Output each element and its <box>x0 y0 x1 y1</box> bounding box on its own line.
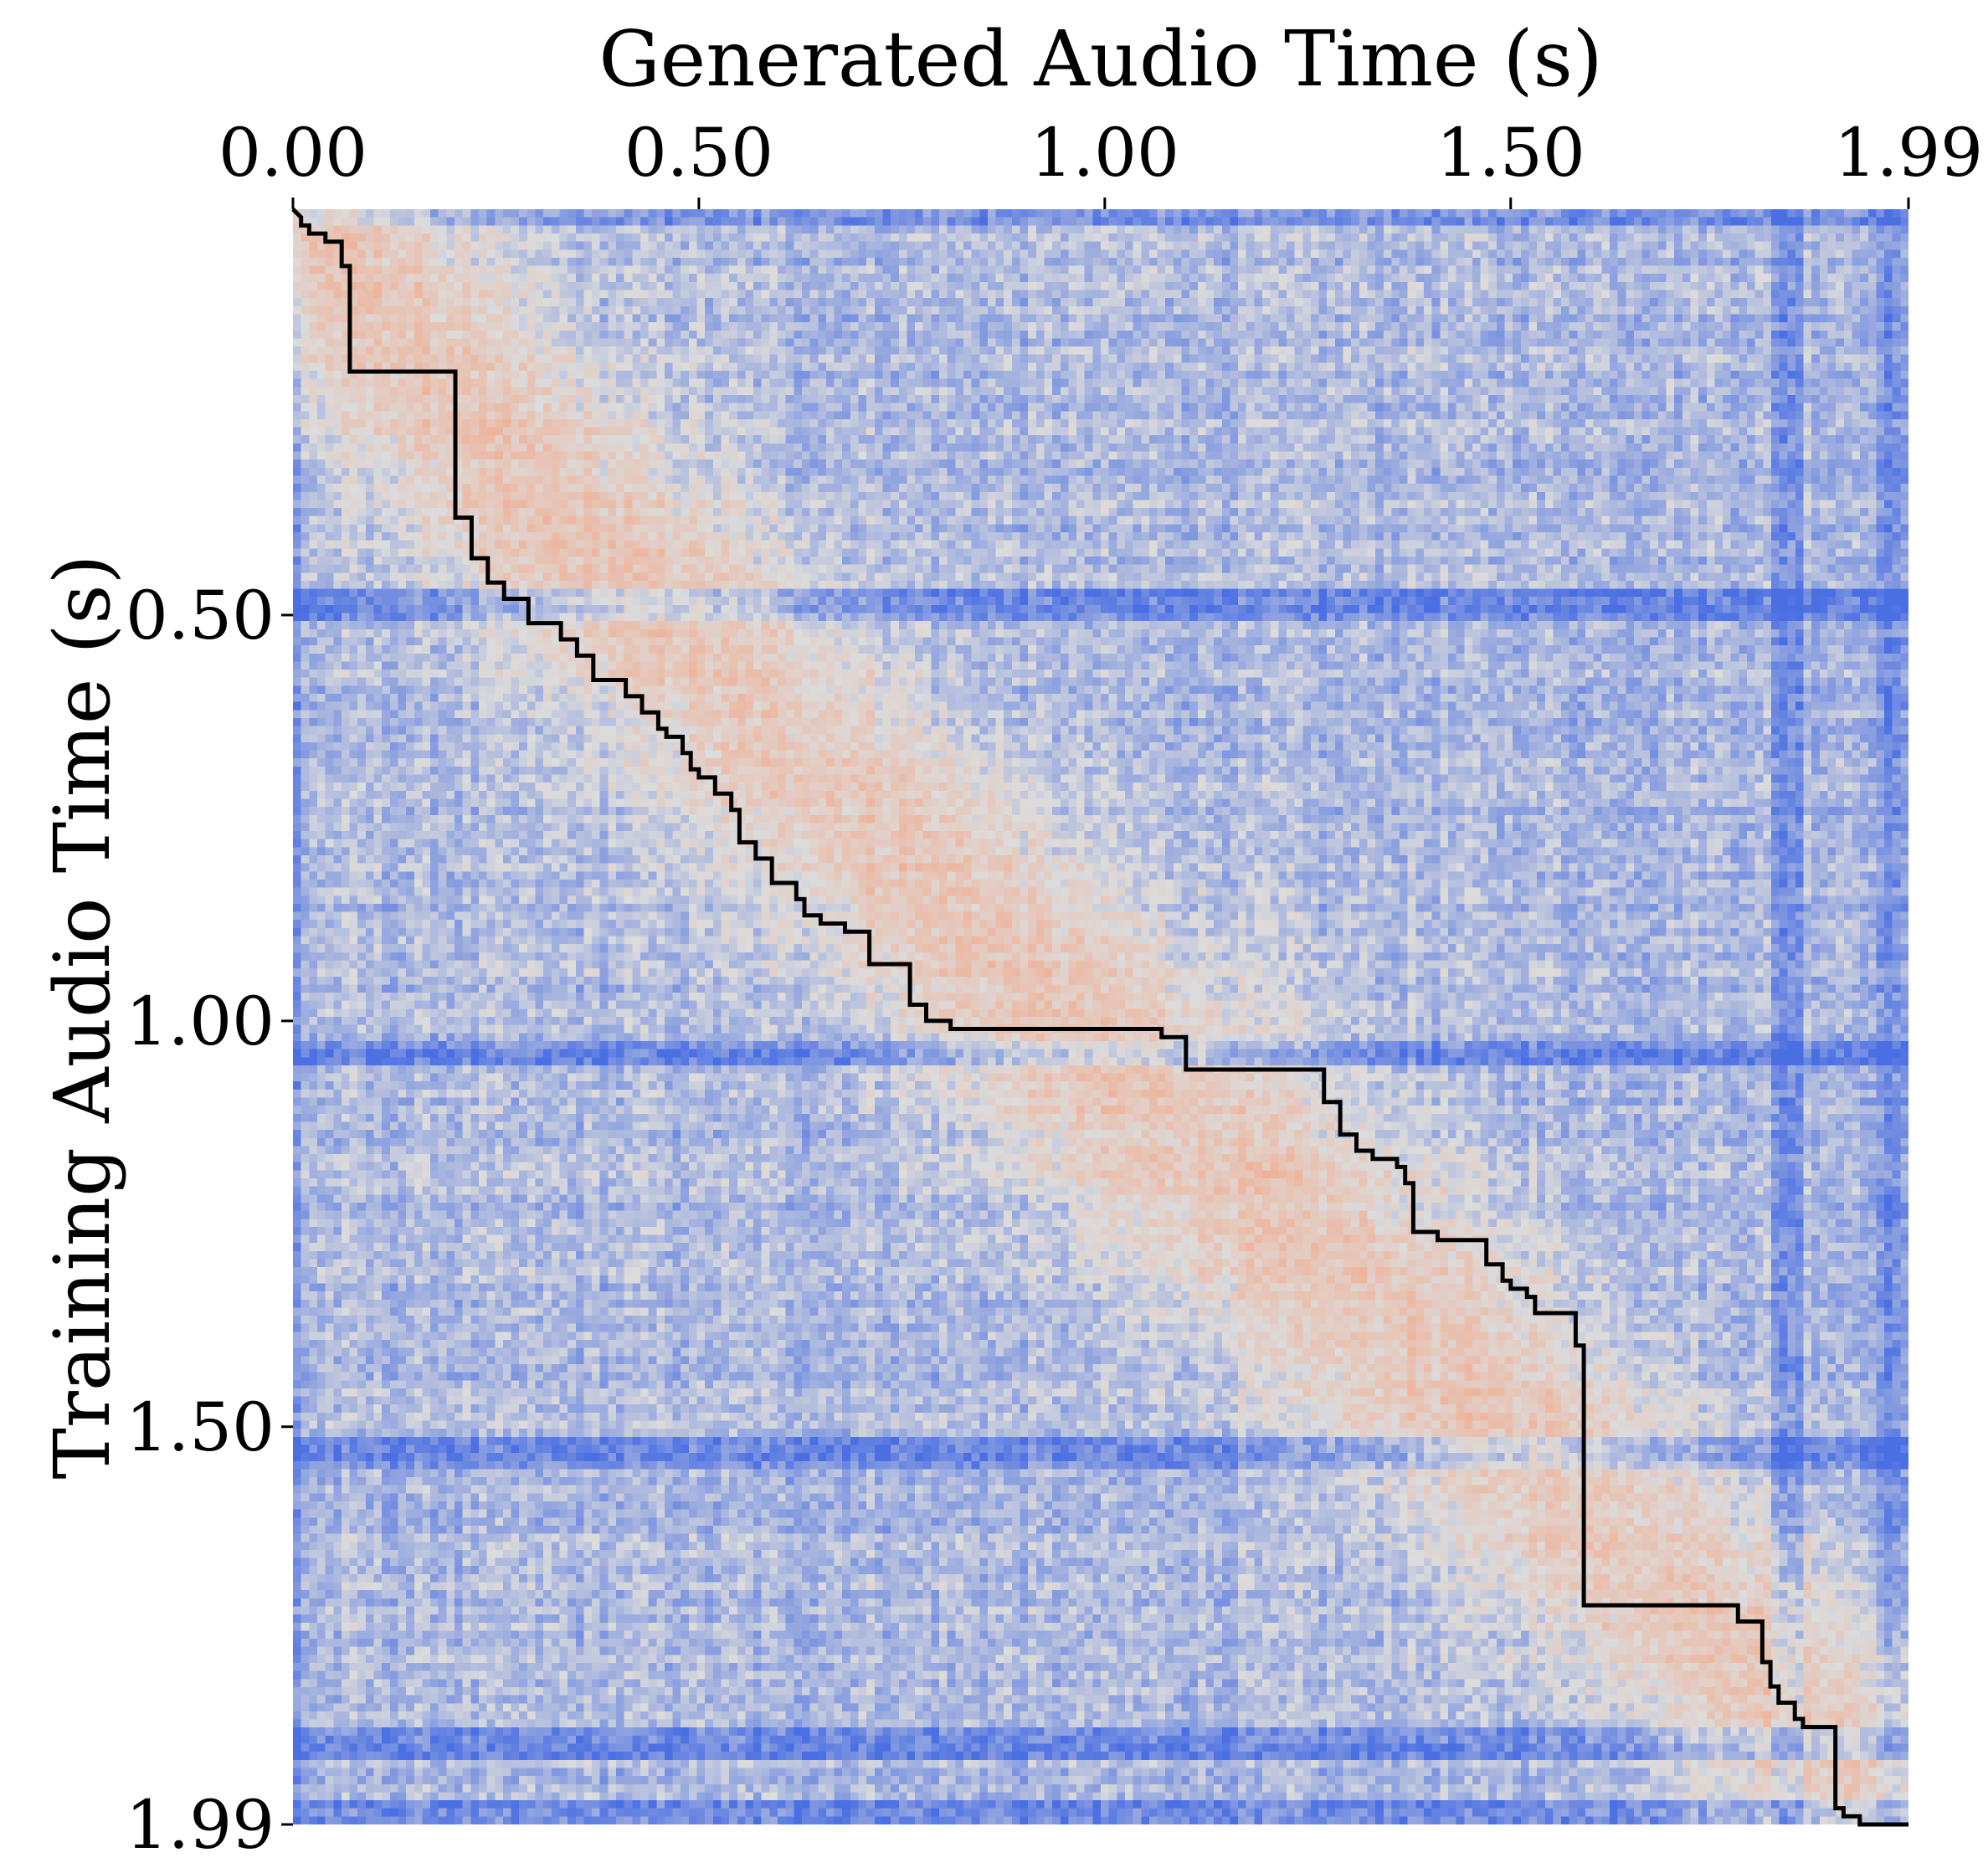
heatmap-cells <box>293 209 1908 1824</box>
x-axis-label: Generated Audio Time (s) <box>598 14 1602 104</box>
y-tick-label: 0.50 <box>126 577 275 654</box>
axes: Generated Audio Time (s) Training Audio … <box>38 14 1983 1864</box>
x-tick-label: 1.99 <box>1834 114 1983 192</box>
y-axis-label: Training Audio Time (s) <box>38 554 127 1479</box>
x-tick-label: 1.50 <box>1436 114 1585 192</box>
x-tick-label: 1.00 <box>1030 114 1179 192</box>
heatmap-image <box>293 209 1908 1824</box>
y-tick-label: 1.00 <box>126 983 275 1060</box>
alignment-path-layer <box>291 208 1908 1827</box>
x-tick-label: 0.00 <box>218 114 367 192</box>
x-tick-label: 0.50 <box>624 114 773 192</box>
alignment-path-line <box>291 208 1908 1827</box>
y-tick-label: 1.50 <box>126 1388 275 1466</box>
y-tick-label: 1.99 <box>126 1786 275 1864</box>
